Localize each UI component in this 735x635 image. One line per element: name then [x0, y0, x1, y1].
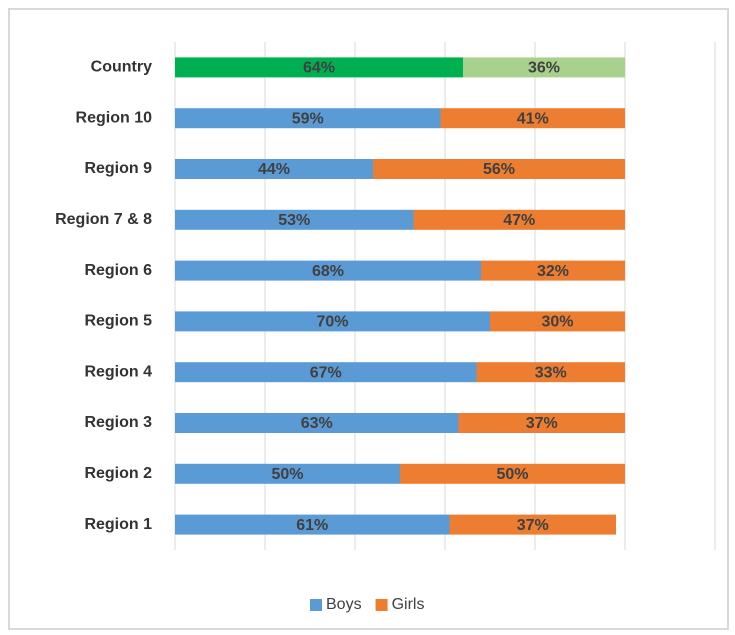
bar-segment	[175, 362, 477, 383]
bar-segment	[175, 159, 373, 179]
data-label: 67%	[310, 364, 342, 381]
y-tick-label: Country	[91, 59, 152, 76]
bar-segment	[476, 362, 625, 383]
y-tick-label: Region 1	[84, 516, 152, 533]
bar-segment	[400, 463, 625, 484]
bar-segment	[175, 514, 450, 535]
data-label: 50%	[496, 466, 528, 483]
data-label: 32%	[537, 263, 569, 280]
y-tick-label: Region 6	[84, 262, 152, 279]
bar-segment	[481, 260, 625, 281]
data-label: 61%	[296, 517, 328, 534]
legend-label: Girls	[392, 596, 425, 613]
y-tick-label: Region 9	[84, 160, 152, 177]
data-label: 37%	[517, 517, 549, 534]
data-label: 63%	[301, 415, 333, 432]
bar-segment	[175, 209, 414, 230]
bar-segment	[458, 413, 625, 433]
bar-segment	[175, 260, 481, 281]
legend-swatch	[310, 599, 322, 611]
data-label: 64%	[303, 60, 335, 77]
data-label: 36%	[528, 60, 560, 77]
data-label: 70%	[316, 314, 348, 331]
data-label: 44%	[258, 161, 290, 178]
data-label: 37%	[526, 415, 558, 432]
bar-segment	[413, 209, 625, 230]
legend-swatch	[375, 599, 388, 611]
data-label: 33%	[535, 364, 567, 381]
bar-segment	[490, 311, 625, 332]
data-label: 30%	[541, 314, 573, 331]
data-label: 53%	[278, 212, 310, 229]
y-tick-label: Region 7 & 8	[55, 211, 152, 228]
data-label: 41%	[517, 110, 549, 127]
y-tick-label: Region 10	[76, 109, 153, 126]
legend-label: Boys	[326, 596, 362, 613]
bar-segment	[373, 159, 625, 179]
bar-segment	[449, 514, 616, 535]
data-label: 59%	[292, 110, 324, 127]
bar-segment	[175, 311, 490, 332]
data-label: 68%	[312, 263, 344, 280]
bar-segment	[440, 108, 625, 129]
bar-segment	[175, 108, 441, 129]
y-tick-label: Region 2	[84, 465, 152, 482]
data-label: 56%	[483, 161, 515, 178]
data-label: 47%	[503, 212, 535, 229]
y-tick-label: Region 4	[84, 363, 152, 380]
y-tick-label: Region 3	[84, 414, 152, 431]
bar-segment	[175, 413, 459, 433]
bar-segment	[175, 57, 463, 78]
data-label: 50%	[271, 466, 303, 483]
bar-segment	[175, 463, 400, 484]
y-tick-label: Region 5	[84, 313, 152, 330]
bar-segment	[463, 57, 625, 78]
